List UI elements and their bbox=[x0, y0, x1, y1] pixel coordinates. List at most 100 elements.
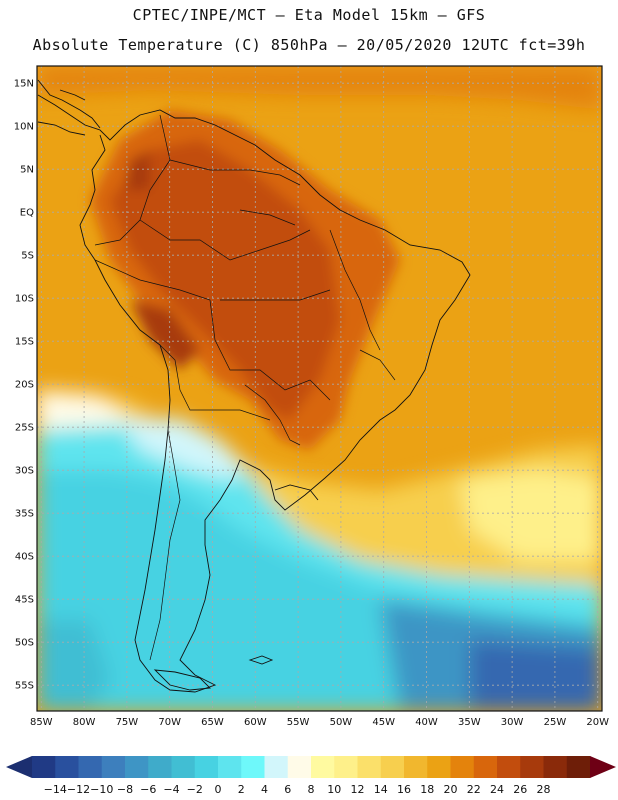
colorbar-swatch bbox=[357, 756, 382, 778]
latitude-label: 15N bbox=[14, 79, 34, 90]
falklands bbox=[248, 655, 274, 665]
latitude-label: 55S bbox=[15, 681, 34, 692]
latitude-label: 30S bbox=[15, 466, 34, 477]
longitude-labels: 85W 80W 75W 70W 65W 60W 55W 50W 45W 40W 35W 30W 25W 2… bbox=[30, 717, 609, 728]
graticule bbox=[37, 66, 602, 711]
colorbar-label: −2 bbox=[187, 783, 203, 796]
colorbar-label: 12 bbox=[351, 783, 365, 796]
colorbar-swatch bbox=[334, 756, 358, 778]
colorbar-label: 14 bbox=[374, 783, 388, 796]
colorbar-label: 2 bbox=[238, 783, 245, 796]
latitude-label: 10N bbox=[14, 122, 34, 133]
south-america-coastline bbox=[37, 94, 471, 693]
colorbar-label: 10 bbox=[327, 783, 341, 796]
colorbar-label: 26 bbox=[513, 783, 527, 796]
field-north-band bbox=[37, 66, 602, 110]
longitude-label: 40W bbox=[415, 717, 438, 728]
field-pale-yellow-east bbox=[460, 470, 602, 560]
colorbar-swatch bbox=[78, 756, 103, 778]
longitude-label: 75W bbox=[116, 717, 139, 728]
longitude-label: 65W bbox=[201, 717, 224, 728]
colorbar-swatch bbox=[473, 756, 498, 778]
colorbar-swatch bbox=[55, 756, 79, 778]
chart-title-line-1: CPTEC/INPE/MCT – Eta Model 15km – GFS bbox=[132, 6, 486, 24]
colorbar-swatch bbox=[311, 756, 335, 778]
colorbar-label: 4 bbox=[261, 783, 268, 796]
colorbar-swatch bbox=[241, 756, 265, 778]
latitude-label: 45S bbox=[15, 595, 34, 606]
colorbar-label: 22 bbox=[467, 783, 481, 796]
colorbar-swatch bbox=[287, 756, 312, 778]
colorbar-label: −14 bbox=[44, 783, 67, 796]
latitude-label: 35S bbox=[15, 509, 34, 520]
longitude-label: 70W bbox=[158, 717, 181, 728]
latitude-label: 40S bbox=[15, 552, 34, 563]
colorbar-label: 8 bbox=[308, 783, 315, 796]
colorbar-label: −6 bbox=[140, 783, 156, 796]
colorbar-swatch bbox=[543, 756, 568, 778]
colorbar: −14 −12 −10 −8 −6 −4 −2 0 2 4 6 8 10 12 14 16 18 20 22 24 26… bbox=[6, 756, 616, 796]
colorbar-swatch bbox=[520, 756, 544, 778]
colorbar-label: 20 bbox=[444, 783, 458, 796]
colorbar-swatch bbox=[404, 756, 428, 778]
colorbar-swatch bbox=[148, 756, 172, 778]
colorbar-label: 0 bbox=[215, 783, 222, 796]
temperature-field bbox=[37, 66, 602, 711]
latitude-label: 5N bbox=[20, 165, 34, 176]
latitude-labels: 15N 10N 5N EQ 5S 10S 15S 20S 25S 30S 35S 40S 45S 50S 5… bbox=[14, 79, 34, 692]
longitude-label: 35W bbox=[458, 717, 481, 728]
colorbar-label: −4 bbox=[163, 783, 179, 796]
colorbar-label: 24 bbox=[490, 783, 504, 796]
field-cold-southwest bbox=[37, 620, 110, 711]
colorbar-swatch bbox=[566, 756, 591, 778]
field-hotspot-andes bbox=[130, 300, 200, 370]
colorbar-label: 28 bbox=[537, 783, 551, 796]
latitude-label: 25S bbox=[15, 423, 34, 434]
longitude-label: 45W bbox=[372, 717, 395, 728]
colorbar-label: 6 bbox=[284, 783, 291, 796]
longitude-label: 60W bbox=[244, 717, 267, 728]
colorbar-swatch bbox=[171, 756, 196, 778]
colorbar-swatch bbox=[101, 756, 126, 778]
country-borders bbox=[94, 114, 396, 661]
latitude-label: 10S bbox=[15, 294, 34, 305]
latitude-label: 50S bbox=[15, 638, 34, 649]
colorbar-swatch bbox=[450, 756, 475, 778]
longitude-label: 55W bbox=[287, 717, 310, 728]
colorbar-swatch bbox=[125, 756, 149, 778]
map-frame bbox=[36, 65, 603, 712]
colorbar-swatch bbox=[380, 756, 405, 778]
chart-title-line-2: Absolute Temperature (C) 850hPa – 20/05/… bbox=[32, 36, 586, 54]
colorbar-swatch bbox=[218, 756, 242, 778]
tierra-del-fuego bbox=[153, 669, 211, 691]
field-hotspot-north bbox=[125, 150, 150, 190]
colorbar-label: 18 bbox=[420, 783, 434, 796]
colorbar-swatch bbox=[32, 756, 56, 778]
caribbean-coast bbox=[37, 89, 86, 136]
latitude-label: 5S bbox=[21, 251, 34, 262]
latitude-label: EQ bbox=[20, 208, 34, 219]
field-coldest-southeast bbox=[470, 640, 602, 711]
longitude-label: 25W bbox=[544, 717, 567, 728]
colorbar-swatch bbox=[427, 756, 451, 778]
field-pale-cyan bbox=[120, 418, 250, 480]
longitude-label: 30W bbox=[501, 717, 524, 728]
field-continental-hot bbox=[110, 140, 340, 420]
uruguay-river-plate bbox=[274, 484, 319, 501]
longitude-label: 80W bbox=[73, 717, 96, 728]
colorbar-label: 16 bbox=[397, 783, 411, 796]
coastlines bbox=[37, 79, 471, 693]
latitude-label: 15S bbox=[15, 337, 34, 348]
longitude-label: 20W bbox=[586, 717, 609, 728]
central-america-coastline bbox=[37, 79, 101, 129]
colorbar-upper-arrow bbox=[590, 756, 616, 778]
colorbar-swatch bbox=[194, 756, 219, 778]
latitude-label: 20S bbox=[15, 380, 34, 391]
colorbar-label: −10 bbox=[90, 783, 113, 796]
colorbar-swatch bbox=[497, 756, 521, 778]
colorbar-lower-arrow bbox=[6, 756, 32, 778]
colorbar-label: −8 bbox=[117, 783, 133, 796]
longitude-label: 85W bbox=[30, 717, 53, 728]
longitude-label: 50W bbox=[330, 717, 353, 728]
